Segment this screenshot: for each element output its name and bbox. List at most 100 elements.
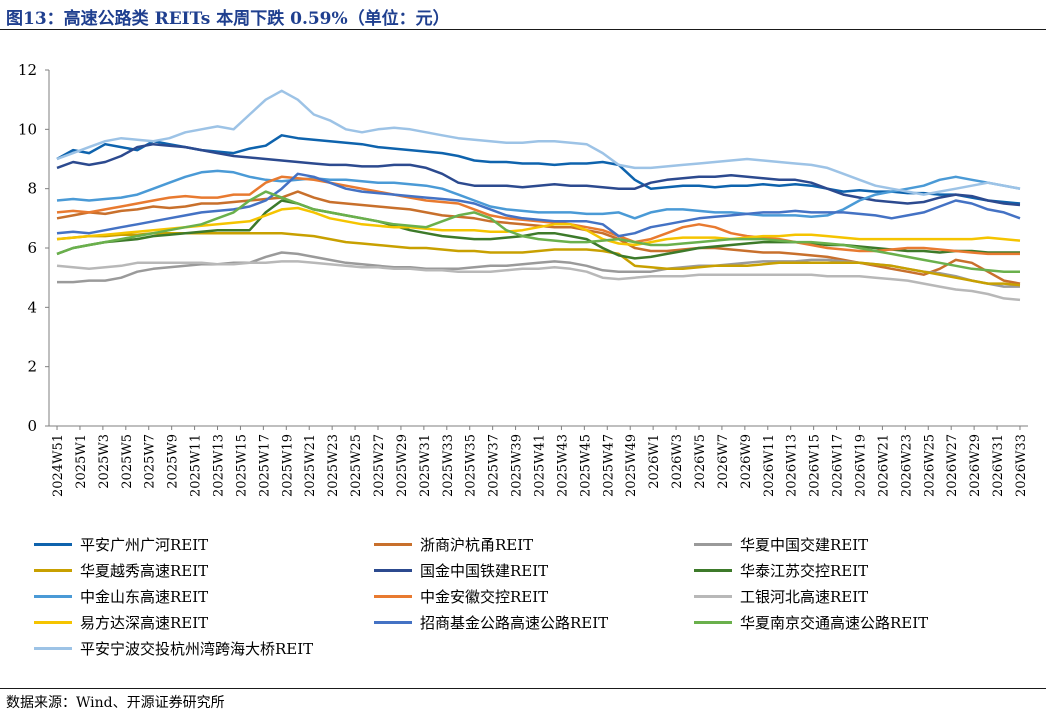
y-tick-label: 10	[18, 120, 37, 138]
chart-axes: 0 2 4 6 8 10 12 2024W51 2025W1 2025W3 2025W5 2025W7…	[18, 61, 1029, 497]
source-note: 数据来源：Wind、开源证券研究所	[6, 695, 225, 711]
x-tick-label: 2025W19	[280, 434, 295, 497]
x-tick-label: 2026W15	[808, 434, 823, 497]
source-rule	[0, 688, 1046, 689]
series-line-5	[56, 199, 1020, 260]
x-tick-label: 2025W15	[234, 434, 249, 497]
x-tick-label: 2026W23	[899, 434, 914, 497]
x-tick-label: 2025W9	[166, 434, 181, 489]
x-tick-label: 2025W33	[441, 434, 456, 497]
legend-label: 华夏南京交通高速公路REIT	[740, 613, 929, 632]
legend-label: 华泰江苏交控REIT	[740, 561, 869, 580]
legend-swatch	[374, 594, 412, 598]
legend-item: 易方达深高速REIT	[34, 611, 208, 633]
x-tick-label: 2026W33	[1014, 434, 1029, 497]
x-tick-label: 2026W1	[647, 434, 662, 489]
x-tick-label: 2026W29	[968, 434, 983, 497]
y-tick-label: 6	[27, 239, 37, 257]
legend-label: 招商基金公路高速公路REIT	[420, 613, 609, 632]
legend-item: 平安宁波交投杭州湾跨海大桥REIT	[34, 637, 313, 659]
x-tick-label: 2025W35	[464, 434, 479, 497]
x-tick-label: 2026W21	[876, 434, 891, 497]
legend-label: 平安广州广河REIT	[80, 535, 209, 554]
legend-swatch	[34, 542, 72, 546]
legend-item: 国金中国铁建REIT	[374, 559, 548, 581]
legend-swatch	[34, 620, 72, 624]
legend-swatch	[694, 568, 732, 572]
x-tick-label: 2025W7	[143, 434, 158, 489]
series-line-8	[56, 260, 1021, 302]
legend-item: 中金安徽交控REIT	[374, 585, 548, 607]
x-tick-label: 2025W49	[624, 434, 639, 497]
legend-item: 华夏南京交通高速公路REIT	[694, 611, 928, 633]
legend-label: 华夏中国交建REIT	[740, 535, 869, 554]
x-tick-label: 2025W27	[372, 434, 387, 497]
y-tick-label: 12	[18, 61, 37, 79]
y-tick-label: 2	[27, 358, 37, 376]
legend-item: 华泰江苏交控REIT	[694, 559, 868, 581]
legend-label: 中金安徽交控REIT	[420, 587, 549, 606]
legend-item: 华夏中国交建REIT	[694, 533, 868, 555]
legend-label: 华夏越秀高速REIT	[80, 561, 209, 580]
x-tick-label: 2026W19	[853, 434, 868, 497]
x-tick-label: 2026W3	[670, 434, 685, 489]
x-tick-label: 2026W17	[831, 434, 846, 497]
x-tick-label: 2025W45	[578, 434, 593, 497]
legend-item: 中金山东高速REIT	[34, 585, 208, 607]
x-tick-label: 2026W11	[762, 434, 777, 497]
legend-swatch	[694, 620, 732, 624]
legend-swatch	[374, 542, 412, 546]
legend-label: 工银河北高速REIT	[740, 587, 869, 606]
figure-title: 图13：高速公路类 REITs 本周下跌 0.59%（单位：元）	[6, 9, 450, 29]
y-tick-label: 8	[27, 180, 37, 198]
x-tick-label: 2025W43	[555, 434, 570, 497]
legend-label: 中金山东高速REIT	[80, 587, 209, 606]
legend-label: 浙商沪杭甬REIT	[420, 535, 534, 554]
x-tick-label: 2025W47	[601, 434, 616, 497]
legend-item: 浙商沪杭甬REIT	[374, 533, 533, 555]
x-tick-label: 2026W13	[785, 434, 800, 497]
series-line-12	[56, 89, 1021, 196]
line-chart: 0 2 4 6 8 10 12 2024W51 2025W1 2025W3 2025W5 2025W7…	[18, 61, 1029, 497]
legend-swatch	[34, 568, 72, 572]
legend-label: 国金中国铁建REIT	[420, 561, 549, 580]
series-line-0	[56, 134, 1021, 205]
x-tick-label: 2025W23	[326, 434, 341, 497]
legend-item: 华夏越秀高速REIT	[34, 559, 208, 581]
x-tick-label: 2025W11	[189, 434, 204, 497]
chart-legend: 平安广州广河REIT 浙商沪杭甬REIT 华夏中国交建REIT 华夏越秀高速REIT 国…	[34, 533, 1034, 663]
x-tick-label: 2025W37	[487, 434, 502, 497]
x-tick-label: 2025W13	[212, 434, 227, 497]
series-line-9	[56, 206, 1021, 247]
legend-item: 工银河北高速REIT	[694, 585, 868, 607]
x-tick-label: 2025W31	[418, 434, 433, 497]
legend-label: 平安宁波交投杭州湾跨海大桥REIT	[80, 639, 314, 658]
title-rule	[0, 29, 1046, 30]
series-line-3	[56, 231, 1021, 287]
series-layer	[56, 89, 1021, 302]
x-tick-label: 2025W29	[395, 434, 410, 497]
legend-label: 易方达深高速REIT	[80, 613, 209, 632]
series-line-11	[56, 190, 1020, 273]
y-tick-label: 0	[27, 417, 37, 435]
x-tick-label: 2025W21	[303, 434, 318, 497]
legend-swatch	[374, 568, 412, 572]
legend-swatch	[374, 620, 412, 624]
x-tick-label: 2025W39	[510, 434, 525, 497]
series-line-4	[56, 142, 1021, 207]
legend-swatch	[694, 594, 732, 598]
x-tick-label: 2026W7	[716, 434, 731, 489]
x-tick-label: 2026W5	[693, 434, 708, 489]
x-tick-label: 2024W51	[51, 434, 66, 497]
series-line-7	[56, 175, 1020, 256]
series-line-10	[56, 172, 1021, 238]
x-tick-label: 2025W25	[349, 434, 364, 497]
legend-swatch	[34, 646, 72, 650]
series-line-6	[56, 169, 1021, 220]
x-tick-label: 2025W3	[97, 434, 112, 489]
legend-swatch	[34, 594, 72, 598]
legend-item: 平安广州广河REIT	[34, 533, 208, 555]
legend-item: 招商基金公路高速公路REIT	[374, 611, 608, 633]
x-tick-label: 2025W5	[120, 434, 135, 489]
y-tick-label: 4	[27, 298, 37, 316]
